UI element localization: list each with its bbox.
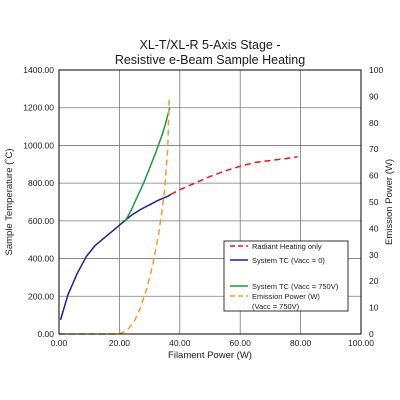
y2-axis-label: Emission Power (W) — [384, 159, 395, 245]
x-axis-label: Filament Power (W) — [168, 350, 252, 361]
y2-tick-label: 30 — [369, 250, 379, 260]
y-tick-label: 600.00 — [28, 216, 54, 226]
legend-label-3: System TC (Vacc = 750V) — [252, 282, 339, 291]
y2-tick-label: 10 — [369, 303, 379, 313]
y-tick-label: 0.00 — [37, 329, 54, 339]
y2-tick-label: 50 — [369, 197, 379, 207]
plot-area — [58, 69, 362, 335]
x-tick-label: 60.00 — [230, 338, 252, 348]
x-tick-label: 80.00 — [290, 338, 312, 348]
y2-tick-label: 40 — [369, 223, 379, 233]
y-tick-label: 200.00 — [28, 291, 54, 301]
series-line-2 — [59, 193, 172, 321]
legend-label-4: Emission Power (W) — [252, 292, 320, 301]
y-tick-label: 1400.00 — [23, 65, 54, 75]
legend-label-2: System TC (Vacc = 0) — [252, 256, 325, 265]
y-tick-label: 800.00 — [28, 178, 54, 188]
grid — [59, 70, 361, 334]
y2-tick-label: 100 — [369, 65, 383, 75]
x-tick-label: 0.00 — [51, 338, 68, 348]
y-axis-label: Sample Temperature (˚C) — [4, 148, 15, 255]
y-tick-label: 400.00 — [28, 254, 54, 264]
y2-tick-label: 80 — [369, 118, 379, 128]
y-tick-label: 1000.00 — [23, 140, 54, 150]
y2-tick-label: 20 — [369, 276, 379, 286]
x-tick-label: 20.00 — [109, 338, 131, 348]
y-tick-label: 1200.00 — [23, 103, 54, 113]
legend: Radiant Heating only System TC (Vacc = 0)… — [223, 240, 349, 312]
y2-tick-label: 90 — [369, 91, 379, 101]
chart-title-line-2: Resistive e-Beam Sample Heating — [115, 53, 305, 67]
legend-label-4: (Vacc = 750V) — [252, 302, 300, 311]
x-tick-label: 40.00 — [169, 338, 191, 348]
legend-box — [223, 240, 349, 312]
chart-title: XL-T/XL-R 5-Axis Stage -Resistive e-Beam… — [115, 38, 305, 67]
tick-labels: 0.00 20.00 40.00 60.00 80.00 100.00 0.00 200.00… — [23, 65, 383, 348]
series-line-4 — [59, 96, 170, 335]
y2-tick-label: 70 — [369, 144, 379, 154]
y2-tick-label: 60 — [369, 171, 379, 181]
series-line-1 — [170, 155, 298, 196]
chart-title-line-1: XL-T/XL-R 5-Axis Stage - — [139, 38, 280, 52]
series-line-3 — [124, 107, 171, 222]
y2-tick-label: 0 — [369, 329, 374, 339]
x-tick-label: 100.00 — [348, 338, 374, 348]
legend-label-1: Radiant Heating only — [252, 242, 322, 251]
